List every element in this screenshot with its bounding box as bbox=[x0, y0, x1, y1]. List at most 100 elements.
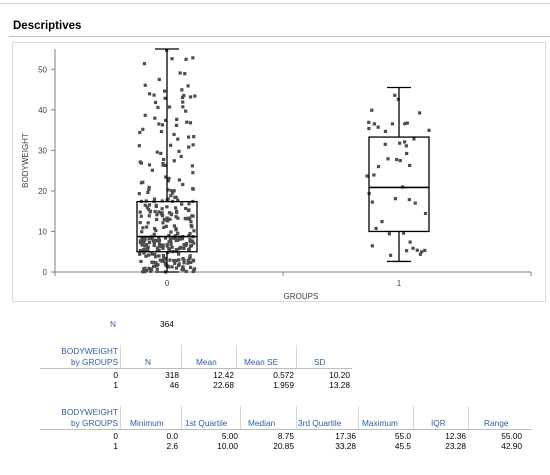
data-point bbox=[142, 62, 147, 66]
data-point bbox=[179, 245, 183, 249]
data-point bbox=[193, 267, 197, 271]
table2-col-header: 1st Quartile bbox=[185, 418, 228, 428]
data-point bbox=[165, 218, 169, 222]
data-point bbox=[370, 108, 374, 112]
data-point bbox=[146, 207, 151, 211]
data-point bbox=[396, 97, 400, 101]
data-point bbox=[191, 143, 195, 147]
data-point bbox=[141, 180, 145, 184]
data-point bbox=[161, 253, 166, 258]
data-point bbox=[154, 261, 158, 265]
data-point bbox=[166, 179, 170, 183]
x-tick-label: 0 bbox=[165, 279, 170, 288]
data-point bbox=[147, 203, 152, 207]
data-point bbox=[184, 217, 188, 221]
data-point bbox=[142, 251, 146, 255]
data-point bbox=[413, 201, 417, 205]
data-point bbox=[191, 171, 195, 175]
data-point bbox=[137, 192, 141, 196]
data-point bbox=[161, 244, 165, 248]
x-axis-label: GROUPS bbox=[284, 292, 319, 301]
data-point bbox=[175, 209, 179, 213]
table2-cell: 2.6 bbox=[166, 441, 178, 451]
iqr-box bbox=[136, 200, 198, 253]
data-point bbox=[367, 120, 371, 124]
table2-cell: 20.85 bbox=[273, 441, 294, 451]
table1-col-header: Mean bbox=[196, 357, 217, 367]
data-point bbox=[140, 243, 144, 247]
data-point bbox=[395, 157, 399, 162]
data-point bbox=[172, 189, 176, 193]
data-point bbox=[172, 258, 176, 263]
data-point bbox=[155, 246, 160, 250]
data-point bbox=[138, 210, 142, 214]
data-point bbox=[187, 247, 191, 251]
data-point bbox=[192, 229, 196, 233]
x-tick-label: 1 bbox=[397, 279, 402, 288]
data-point bbox=[147, 266, 151, 270]
data-point bbox=[189, 244, 194, 248]
data-point bbox=[143, 203, 147, 207]
table2-cell: 8.75 bbox=[277, 431, 294, 441]
data-point bbox=[169, 240, 173, 244]
table2-cell: 55.00 bbox=[501, 431, 522, 441]
table2-cell: 12.36 bbox=[445, 431, 466, 441]
data-point bbox=[182, 258, 186, 262]
data-point bbox=[192, 241, 196, 245]
data-point bbox=[170, 265, 174, 269]
data-point bbox=[191, 258, 196, 262]
data-point bbox=[153, 209, 157, 214]
data-point bbox=[143, 237, 147, 241]
data-point bbox=[181, 182, 185, 187]
data-point bbox=[169, 242, 173, 247]
data-point bbox=[157, 239, 161, 243]
data-point bbox=[427, 128, 431, 132]
data-point bbox=[175, 248, 179, 252]
data-point bbox=[372, 173, 376, 177]
data-point bbox=[393, 93, 397, 97]
data-point bbox=[176, 231, 180, 235]
data-point bbox=[154, 203, 158, 207]
data-point bbox=[386, 157, 390, 161]
data-point bbox=[165, 205, 169, 209]
table1-cell: 0.572 bbox=[273, 370, 294, 380]
data-point bbox=[186, 208, 191, 213]
data-point bbox=[191, 187, 195, 191]
data-point bbox=[418, 252, 423, 256]
data-point bbox=[170, 57, 174, 61]
data-point bbox=[389, 253, 393, 257]
data-point bbox=[141, 236, 145, 240]
data-point bbox=[184, 243, 188, 247]
data-point bbox=[383, 142, 387, 146]
data-point bbox=[423, 211, 428, 216]
data-point bbox=[169, 189, 174, 193]
table2-col-sep bbox=[468, 406, 469, 430]
data-point bbox=[404, 249, 409, 253]
data-point bbox=[188, 231, 192, 236]
data-point bbox=[188, 265, 193, 270]
table1-col-header: N bbox=[145, 357, 151, 367]
data-point bbox=[170, 245, 174, 249]
table1-col-sep bbox=[236, 345, 237, 369]
data-point bbox=[168, 258, 172, 262]
data-point bbox=[187, 216, 191, 220]
data-point bbox=[167, 176, 171, 181]
data-point bbox=[181, 105, 185, 109]
data-point bbox=[188, 121, 193, 125]
table2-col-sep bbox=[296, 406, 297, 430]
data-point bbox=[139, 161, 144, 165]
table2-cell: 23.28 bbox=[445, 441, 466, 451]
data-point bbox=[150, 237, 154, 241]
data-point bbox=[170, 212, 174, 216]
data-point bbox=[147, 188, 151, 192]
table2-col-header: Median bbox=[248, 418, 276, 428]
data-point bbox=[390, 122, 395, 126]
table1-col-sep bbox=[181, 345, 182, 369]
boxplot-chart: 0 10 20 30 40 50 0 1 GROUPS BODYWEIGHT bbox=[12, 42, 546, 302]
data-point bbox=[172, 132, 176, 137]
data-point bbox=[147, 240, 151, 245]
data-point bbox=[401, 231, 406, 235]
data-point bbox=[146, 249, 150, 253]
table2-cell: 55.0 bbox=[394, 431, 411, 441]
data-point bbox=[152, 93, 156, 97]
